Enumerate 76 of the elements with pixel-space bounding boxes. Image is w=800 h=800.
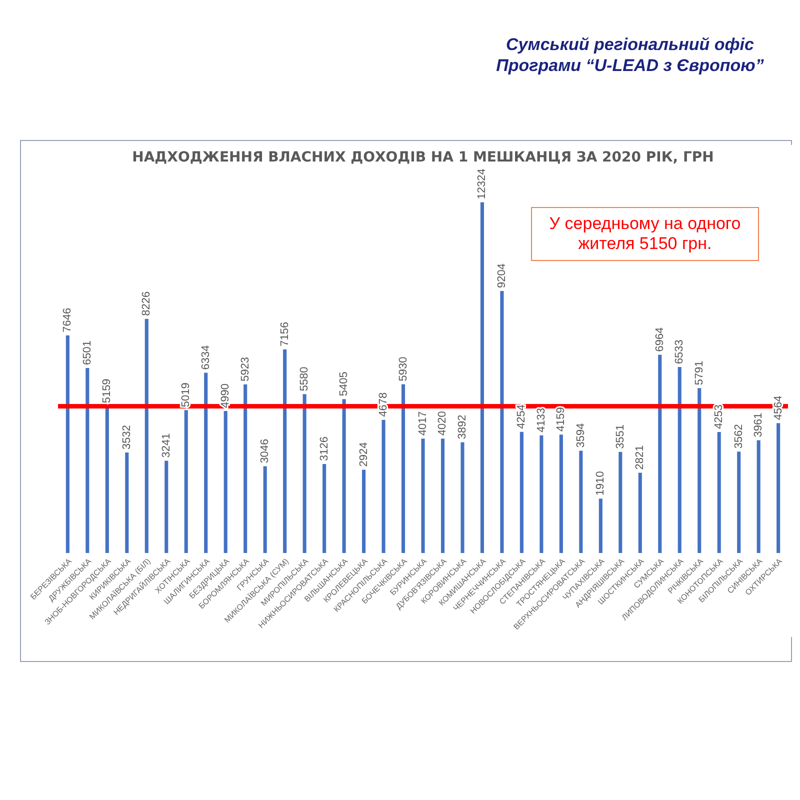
data-label: 5930 [397, 356, 410, 382]
data-label: 5019 [180, 382, 192, 408]
bar [144, 318, 148, 553]
bar [678, 367, 682, 553]
bar [658, 354, 662, 553]
bar [618, 452, 622, 553]
data-label: 3046 [259, 438, 272, 464]
bar [263, 466, 267, 553]
bar [322, 464, 326, 553]
data-label: 3532 [120, 424, 133, 450]
data-label: 4133 [535, 408, 548, 432]
data-label: 1910 [594, 471, 607, 496]
data-label: 7646 [62, 308, 74, 332]
bar [756, 440, 760, 553]
bar [362, 470, 366, 553]
data-label: 2821 [634, 445, 646, 470]
data-label: 5580 [298, 366, 311, 392]
bar [421, 438, 425, 553]
data-label: 6964 [654, 327, 666, 352]
chart-title: НАДХОДЖЕННЯ ВЛАСНИХ ДОХОДІВ НА 1 МЕШКАНЦЯ ЗА 2020 РІК, ГРН [132, 150, 714, 166]
bar [579, 450, 583, 553]
bar [698, 388, 702, 553]
bar [717, 432, 721, 553]
bar [440, 438, 445, 553]
bar [480, 202, 484, 553]
data-label: 4990 [220, 383, 232, 408]
bar [540, 435, 544, 553]
bar [776, 423, 780, 553]
bar [460, 442, 464, 553]
data-label: 3562 [732, 424, 745, 449]
data-label: 9204 [496, 264, 508, 288]
data-label: 4253 [713, 404, 726, 429]
data-label: 7156 [278, 322, 291, 346]
data-label: 4017 [417, 411, 429, 436]
data-label: 4020 [436, 411, 449, 436]
bar [302, 394, 306, 553]
ref-line-label: У середньому на одного жителя 5150 грн. [531, 207, 759, 261]
bar [244, 384, 248, 553]
bar [598, 498, 602, 553]
bar [520, 432, 524, 553]
bar [559, 434, 563, 553]
bar [224, 410, 228, 553]
data-label: 12324 [476, 168, 488, 200]
data-label: 3594 [574, 423, 587, 448]
bar [184, 410, 188, 553]
bar [86, 368, 90, 553]
data-label: 4564 [772, 396, 784, 420]
bar [638, 472, 642, 553]
bar [125, 452, 129, 553]
bar [342, 399, 346, 553]
data-label: 3241 [160, 433, 172, 458]
data-label: 6533 [674, 340, 686, 364]
data-label: 5405 [338, 372, 350, 396]
bar [283, 349, 287, 553]
bar [382, 420, 386, 553]
data-label: 3961 [752, 412, 765, 438]
data-label: 4159 [555, 407, 568, 432]
data-label: 8226 [140, 291, 153, 316]
bar [164, 460, 168, 553]
data-label: 6501 [81, 340, 94, 365]
data-label: 3892 [456, 414, 468, 440]
data-label: 6334 [200, 345, 212, 370]
bar [66, 335, 70, 553]
data-label: 3126 [318, 436, 330, 462]
data-label: 4678 [378, 392, 390, 417]
data-label: 5923 [239, 356, 252, 382]
text: Сумський регіональний офіс Програми “U-LEAD з Європою” [495, 34, 765, 76]
bar [737, 452, 741, 553]
data-label: 2924 [358, 442, 370, 467]
bar [401, 384, 406, 553]
bar [204, 372, 208, 553]
data-label: 4254 [516, 404, 528, 429]
data-label: 5791 [693, 360, 706, 386]
data-label: 5159 [101, 378, 114, 404]
bar [500, 291, 504, 553]
data-label: 3551 [614, 424, 626, 449]
